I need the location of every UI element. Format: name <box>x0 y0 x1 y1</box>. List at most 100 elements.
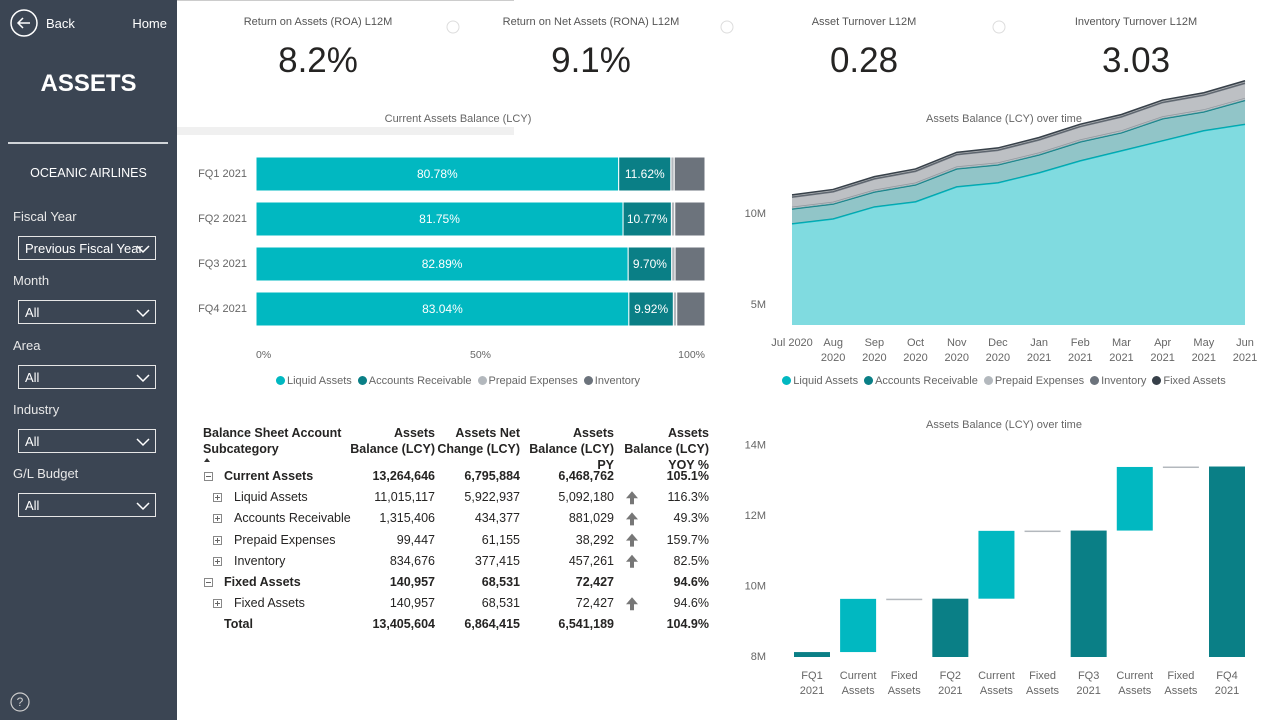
row-rule <box>0 131 514 132</box>
kpi-label: Return on Assets (ROA) L12M <box>243 16 393 28</box>
legend-marker <box>477 376 487 385</box>
collapse-toggle[interactable] <box>204 578 213 587</box>
legend: Liquid Assets Accounts Receivable Prepaid … <box>158 375 758 387</box>
table-cell: 49.3% <box>673 511 709 526</box>
chevron-line <box>136 245 150 254</box>
x-tick-label: Fixed Assets <box>1164 670 1198 697</box>
y-tick-label: 12M <box>745 510 766 522</box>
legend-label: Liquid Assets <box>793 375 859 387</box>
waterfall-bar <box>886 598 923 601</box>
x-tick-label: 0% <box>256 349 271 361</box>
legend-label: Inventory <box>1101 375 1147 387</box>
x-tick-label: Sep 2020 <box>862 337 887 364</box>
table-cell: 99,447 <box>396 532 435 547</box>
chevron-line <box>136 438 150 446</box>
legend-marker <box>782 376 792 385</box>
legend-marker <box>275 376 285 385</box>
x-tick-label: Feb 2021 <box>1068 337 1093 364</box>
expand-toggle[interactable] <box>213 599 222 609</box>
expand-toggle[interactable] <box>213 556 222 566</box>
waterfall-bar <box>1024 530 1061 533</box>
table-cell: 159.7% <box>666 532 709 547</box>
trend-arrow <box>626 491 638 505</box>
table-cell: 68,531 <box>481 596 520 611</box>
table-cell: 6,468,762 <box>558 469 614 483</box>
legend-label: Accounts Receivable <box>368 375 472 387</box>
filter-dropdown[interactable]: Previous Fiscal Year <box>18 236 156 260</box>
trend-arrow <box>626 554 638 568</box>
table-cell: 6,795,884 <box>464 469 520 483</box>
legend-item: Liquid Assets <box>275 375 352 387</box>
filter-dropdown[interactable]: All <box>18 364 156 389</box>
data-label: 10.77% <box>627 212 668 226</box>
table-cell: 13,264,646 <box>372 469 435 483</box>
x-tick-label: Aug 2020 <box>820 337 846 364</box>
filter-label: Industry <box>13 401 60 417</box>
bar-segment <box>670 156 675 192</box>
x-tick-label: Oct 2020 <box>903 337 928 364</box>
y-tick-label: FQ3 2021 <box>198 258 247 270</box>
table-rule <box>0 0 514 1</box>
x-tick-label: Fixed Assets <box>887 670 921 697</box>
chevron <box>136 502 150 511</box>
legend-item: Fixed Assets <box>1152 375 1226 387</box>
row-rule <box>0 134 514 135</box>
area-line <box>791 97 1246 209</box>
item-name: Fixed Assets <box>234 596 305 611</box>
table-cell: 6,864,415 <box>464 617 520 632</box>
row-rule <box>0 127 514 128</box>
expand-toggle[interactable] <box>213 493 222 503</box>
collapse-toggle[interactable] <box>204 472 213 481</box>
x-tick-label: Jul 2020 <box>771 337 813 349</box>
table-cell: 1,315,406 <box>379 511 435 526</box>
chevron <box>136 374 150 382</box>
table-cell: 834,676 <box>389 553 435 568</box>
chevron <box>136 438 150 446</box>
filter-dropdown[interactable]: All <box>18 300 156 325</box>
back-icon[interactable] <box>9 8 39 38</box>
expand-toggle[interactable] <box>213 514 222 524</box>
table-cell: 61,155 <box>481 532 520 547</box>
table-header: Balance Sheet Account Subcategory <box>203 426 342 456</box>
bar-segment <box>255 156 620 192</box>
y-tick-label: 8M <box>751 651 766 663</box>
filter-dropdown[interactable]: All <box>18 428 156 453</box>
area-line <box>791 99 1246 210</box>
home-button[interactable]: Home <box>132 16 167 31</box>
company-name: OCEANIC AIRLINES <box>30 166 147 180</box>
x-tick-label: FQ3 2021 <box>1076 670 1101 697</box>
table-cell: 94.6% <box>673 575 709 589</box>
back-button[interactable]: Back <box>46 16 75 31</box>
filter-value: All <box>25 433 40 449</box>
area-fill <box>792 100 1245 224</box>
kpi-value: 9.1% <box>551 41 631 80</box>
row-rule <box>0 128 514 129</box>
data-label: 11.62% <box>625 167 665 181</box>
expand-toggle[interactable] <box>213 535 222 545</box>
table-header: Assets Balance (LCY) YOY % <box>624 426 709 472</box>
filter-dropdown[interactable]: All <box>18 493 156 518</box>
table-cell: 116.3% <box>667 490 709 505</box>
legend-marker <box>983 376 993 385</box>
svg-text:?: ? <box>17 695 24 709</box>
x-tick-label: Dec 2020 <box>985 337 1011 364</box>
filter-value: All <box>25 369 40 385</box>
filter-label: Month <box>13 273 50 289</box>
kpi-label: Asset Turnover L12M <box>811 16 917 28</box>
table-header: Assets Balance (LCY) <box>350 426 435 456</box>
area-line <box>791 123 1246 225</box>
bar-segment <box>255 291 630 327</box>
legend-item: Inventory <box>583 375 640 387</box>
table-cell: 13,405,604 <box>372 617 435 632</box>
filter-value: All <box>25 305 40 321</box>
data-label: 82.89% <box>422 257 463 271</box>
chevron-line <box>136 502 150 511</box>
group-name: Current Assets <box>224 469 314 483</box>
bar-segment <box>676 291 706 327</box>
table-cell: 38,292 <box>575 532 614 547</box>
help-icon[interactable]: ? <box>9 691 31 713</box>
sort-caret <box>204 458 210 462</box>
area-line <box>791 80 1246 196</box>
x-tick-label: May 2021 <box>1191 337 1217 364</box>
legend-label: Liquid Assets <box>286 375 352 387</box>
